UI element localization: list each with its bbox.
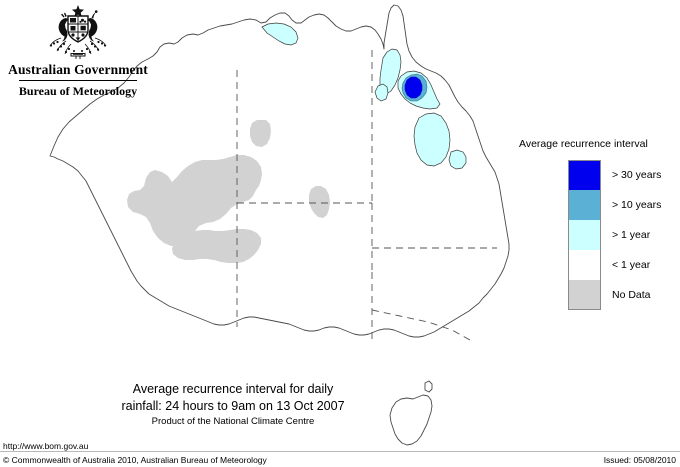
legend-label-gt-10-years: > 10 years	[612, 199, 662, 211]
caption-line-3: Product of the National Climate Centre	[151, 416, 315, 427]
rain-region-gulf-coast-small	[374, 83, 389, 102]
legend-row: > 1 year	[568, 220, 674, 250]
rain-region-nw-qld-30yr-core	[404, 76, 423, 99]
footer-issued-date: Issued: 05/08/2010	[603, 455, 676, 465]
legend-label-no-data: No Data	[612, 289, 651, 301]
legend-label-gt-30-years: > 30 years	[612, 169, 662, 181]
rain-region-arnhem-land	[261, 22, 299, 46]
rain-region-central-north-queensland	[413, 112, 451, 167]
state-borders	[236, 50, 497, 341]
no-data-region-wa-interior	[127, 155, 262, 246]
caption-line-2: rainfall: 24 hours to 9am on 13 Oct 2007	[121, 399, 345, 413]
branding-block: Australian Government Bureau of Meteorol…	[8, 4, 148, 98]
legend-row: < 1 year	[568, 250, 674, 280]
footer-divider	[0, 451, 680, 452]
footer-copyright: © Commonwealth of Australia 2010, Austra…	[3, 455, 267, 465]
legend-label-lt-1-year: < 1 year	[612, 259, 651, 271]
caption-line-1: Average recurrence interval for daily	[132, 382, 334, 396]
legend-title: Average recurrence interval	[519, 138, 648, 150]
legend-label-gt-1-year: > 1 year	[612, 229, 651, 241]
footer-url[interactable]: http://www.bom.gov.au	[3, 441, 89, 451]
tasmania	[389, 380, 433, 446]
coastline-tasmania-islet	[424, 380, 433, 393]
legend-swatch-gt-1-year	[568, 220, 601, 250]
no-data-regions	[127, 120, 330, 263]
recurrence-gt-30-years-regions	[404, 76, 423, 99]
rain-region-central-queensland-coast	[448, 149, 467, 170]
branding-divider	[19, 80, 137, 81]
legend-entries: > 30 years > 10 years > 1 year < 1 year …	[519, 160, 674, 310]
rain-region-cape-york	[379, 48, 402, 95]
no-data-region-simpson-desert	[309, 186, 330, 218]
legend-swatch-gt-10-years	[568, 190, 601, 220]
no-data-region-great-victoria-desert	[172, 229, 261, 263]
legend-swatch-lt-1-year	[568, 250, 601, 280]
border-nsw-vic	[371, 309, 471, 341]
no-data-region-tanami	[250, 120, 271, 147]
legend-row: > 10 years	[568, 190, 674, 220]
legend-row: > 30 years	[568, 160, 674, 190]
map-caption: Average recurrence interval for daily ra…	[88, 381, 378, 429]
bureau-of-meteorology-label: Bureau of Meteorology	[18, 84, 138, 98]
legend-row: No Data	[568, 280, 674, 310]
australian-coat-of-arms-icon	[49, 5, 107, 59]
map-legend: Average recurrence interval > 30 years >…	[519, 138, 674, 310]
legend-swatch-gt-30-years	[568, 160, 601, 190]
coastline	[49, 4, 510, 338]
coastline-mainland	[49, 4, 510, 338]
australian-government-label: Australian Government	[8, 62, 148, 77]
legend-swatch-no-data	[568, 280, 601, 310]
coastline-tasmania	[389, 394, 433, 446]
